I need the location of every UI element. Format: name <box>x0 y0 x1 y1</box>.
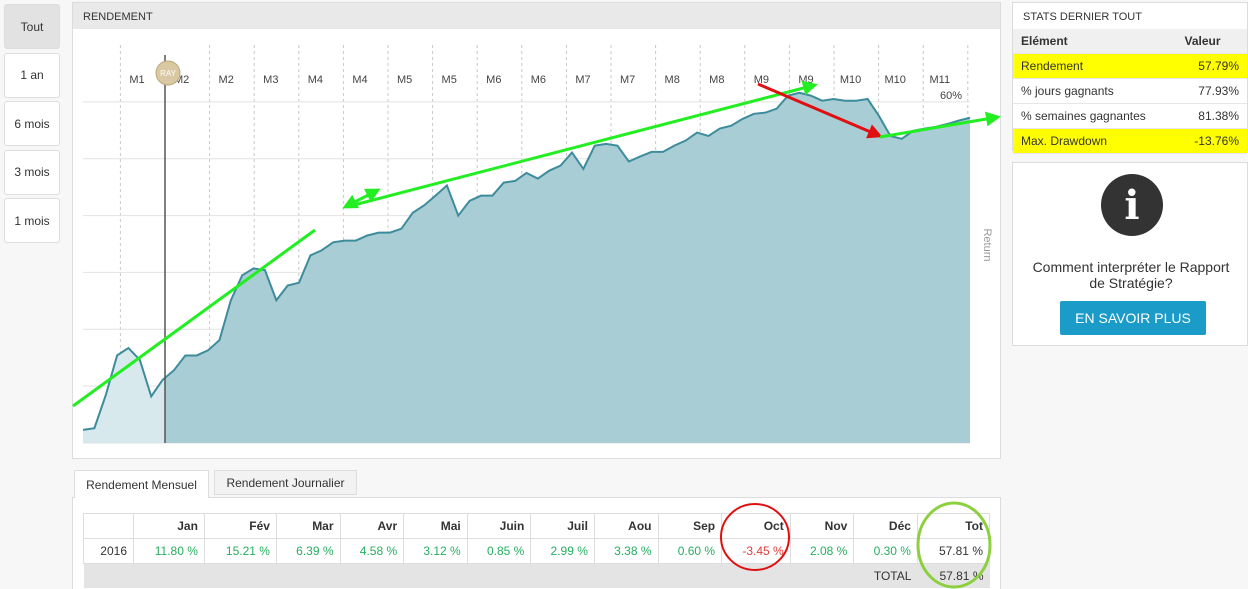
info-panel: i Comment interpréter le Rapport de Stra… <box>1012 162 1248 346</box>
learn-more-button[interactable]: EN SAVOIR PLUS <box>1060 301 1206 335</box>
month-header: Aou <box>593 513 659 539</box>
stat-value: 57.79% <box>1176 53 1247 79</box>
total-value: 57.81 % <box>939 569 984 583</box>
total-row: TOTAL 57.81 % <box>83 563 990 589</box>
month-value: 4.58 % <box>339 538 405 564</box>
month-value: 0.60 % <box>657 538 723 564</box>
month-value: 6.39 % <box>275 538 341 564</box>
month-value: 57.81 % <box>916 538 991 564</box>
info-text: Comment interpréter le Rapport de Straté… <box>1032 259 1230 291</box>
stat-name: % jours gagnants <box>1013 78 1177 104</box>
monthly-table: Jan Fév Mar Avr Mai Juin Juil Aou Sep Oct Nov Déc To… <box>83 513 991 589</box>
month-value: 0.85 % <box>466 538 532 564</box>
stat-name: Rendement <box>1013 53 1177 79</box>
stat-value: 77.93% <box>1176 78 1247 104</box>
stats-table: Elément Valeur Rendement 57.79%% jours gagn… <box>1013 29 1247 154</box>
tab[interactable]: Rendement Journalier <box>214 470 357 495</box>
month-header: Juin <box>466 513 532 539</box>
stats-title: STATS DERNIER TOUT <box>1013 3 1247 29</box>
monthly-row: 2016 11.80 % 15.21 % 6.39 % 4.58 % 3.12 % 0.85… <box>83 538 991 564</box>
corner-cell <box>83 513 134 539</box>
month-header: Mar <box>275 513 341 539</box>
month-value: 11.80 % <box>133 538 205 564</box>
month-header: Nov <box>789 513 855 539</box>
stat-value: 81.38% <box>1176 103 1247 129</box>
month-header: Mai <box>403 513 468 539</box>
stats-row: % jours gagnants 77.93% <box>1013 78 1247 104</box>
month-header: Tot <box>916 513 991 539</box>
range-button[interactable]: 1 an <box>4 52 60 98</box>
stat-name: % semaines gagnantes <box>1013 103 1177 129</box>
month-value: 0.30 % <box>853 538 918 564</box>
stats-panel: STATS DERNIER TOUT Elément Valeur Rendemen… <box>1012 2 1248 154</box>
range-button[interactable]: 1 mois <box>4 198 60 243</box>
stats-row: % semaines gagnantes 81.38% <box>1013 103 1247 129</box>
chart-title: RENDEMENT <box>73 3 1000 29</box>
month-header: Juil <box>530 513 595 539</box>
stats-row: Max. Drawdown -13.76% <box>1013 128 1247 154</box>
range-button[interactable]: 3 mois <box>4 149 60 195</box>
monthly-panel: Jan Fév Mar Avr Mai Juin Juil Aou Sep Oct Nov Déc To… <box>72 497 1001 589</box>
info-icon: i <box>1101 174 1163 236</box>
stat-name: Max. Drawdown <box>1013 128 1177 154</box>
year-cell: 2016 <box>83 538 134 564</box>
chart-panel: RENDEMENT <box>72 2 1001 459</box>
stats-row: Rendement 57.79% <box>1013 53 1247 79</box>
month-value: 3.38 % <box>593 538 659 564</box>
month-value: 2.08 % <box>789 538 855 564</box>
tab[interactable]: Rendement Mensuel <box>74 470 209 498</box>
month-header: Sep <box>657 513 723 539</box>
month-header: Avr <box>339 513 405 539</box>
stats-header: Valeur <box>1176 29 1247 54</box>
stat-value: -13.76% <box>1176 128 1247 154</box>
month-header: Jan <box>133 513 205 539</box>
stats-header-row: Elément Valeur <box>1013 29 1247 54</box>
month-header: Déc <box>853 513 918 539</box>
month-value: -3.45 % <box>721 538 791 564</box>
month-value: 3.12 % <box>403 538 468 564</box>
total-label: TOTAL <box>873 569 912 583</box>
monthly-header-row: Jan Fév Mar Avr Mai Juin Juil Aou Sep Oct Nov Déc To… <box>83 513 991 539</box>
stats-header: Elément <box>1013 29 1177 54</box>
month-value: 2.99 % <box>530 538 595 564</box>
month-header: Fév <box>203 513 277 539</box>
range-button[interactable]: Tout <box>4 4 60 49</box>
range-button[interactable]: 6 mois <box>4 101 60 146</box>
month-value: 15.21 % <box>203 538 277 564</box>
month-header: Oct <box>721 513 791 539</box>
total-spacer <box>84 564 854 589</box>
